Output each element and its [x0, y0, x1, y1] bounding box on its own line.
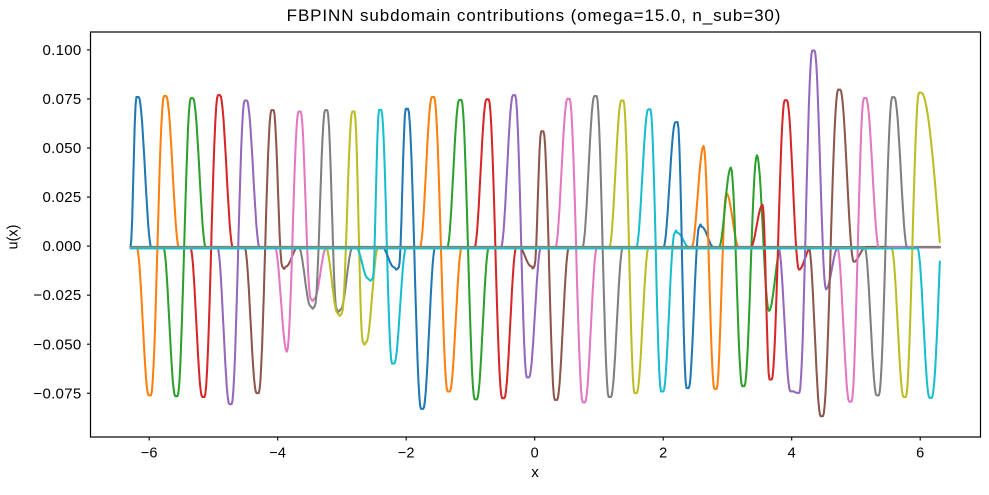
svg-text:u(x): u(x) — [6, 225, 22, 250]
svg-text:−0.075: −0.075 — [33, 385, 81, 402]
svg-text:0.050: 0.050 — [42, 140, 81, 157]
svg-text:0: 0 — [531, 446, 539, 462]
svg-text:−6: −6 — [141, 446, 158, 462]
svg-text:2: 2 — [659, 446, 667, 462]
svg-text:−2: −2 — [398, 446, 415, 462]
svg-text:−4: −4 — [269, 446, 286, 462]
svg-text:−0.050: −0.050 — [33, 336, 81, 353]
svg-text:4: 4 — [788, 446, 796, 462]
svg-text:0.075: 0.075 — [42, 91, 81, 108]
svg-text:−0.025: −0.025 — [33, 287, 81, 304]
svg-text:0.025: 0.025 — [42, 189, 81, 206]
svg-text:6: 6 — [916, 446, 924, 462]
svg-text:FBPINN subdomain contributions: FBPINN subdomain contributions (omega=15… — [287, 6, 782, 25]
svg-text:0.000: 0.000 — [42, 238, 81, 255]
svg-text:0.100: 0.100 — [42, 42, 81, 59]
svg-text:x: x — [531, 464, 539, 481]
